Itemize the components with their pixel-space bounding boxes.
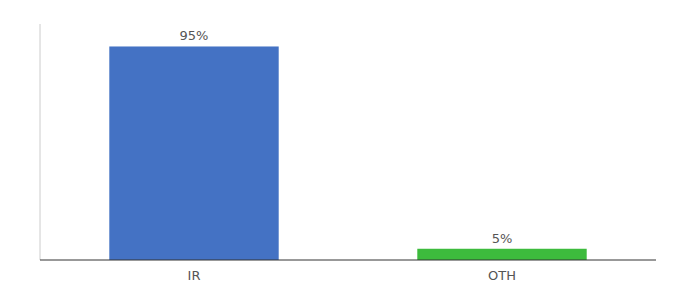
y-axis-line [40,24,41,260]
bar [417,249,586,260]
chart-svg: 95% 5% IR OTH [0,0,680,300]
data-label: 95% [180,28,209,43]
x-tick-label: IR [188,268,201,283]
x-tick-label: OTH [488,268,516,283]
data-label: 5% [492,231,513,246]
bars [109,46,586,260]
chart-container: 95% 5% IR OTH [0,0,680,300]
bar [109,46,278,260]
x-axis-line [40,260,656,261]
